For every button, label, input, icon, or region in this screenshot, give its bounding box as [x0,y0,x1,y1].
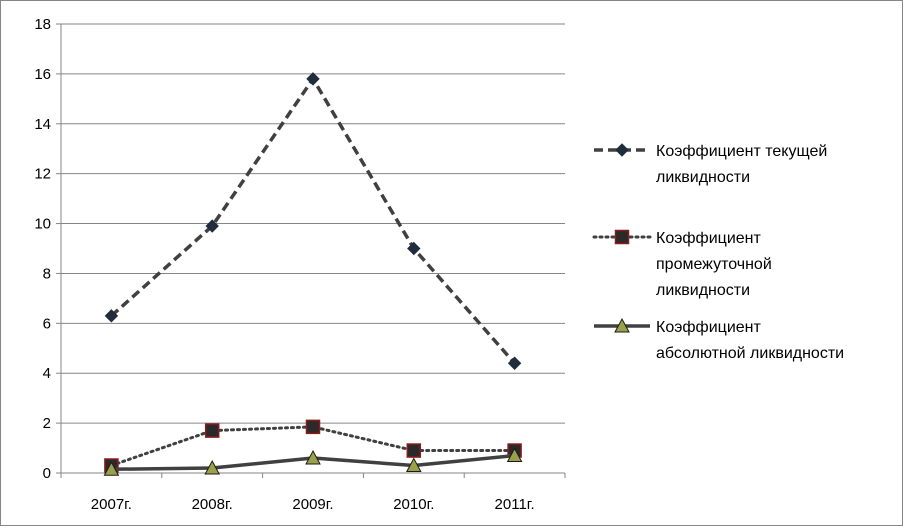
x-tick-label: 2009г. [292,496,333,513]
series-line-2 [109,425,517,468]
legend-marker-2 [614,229,630,245]
data-point-3 [103,461,120,476]
y-tick-label: 0 [43,465,51,482]
x-tick-label: 2011г. [495,496,535,513]
legend-label-2: промежуточной [656,256,772,273]
data-point-1 [306,72,320,86]
x-tick-label: 2007г. [91,496,132,513]
data-point-3 [405,457,422,473]
legend-label-3: абсолютной ликвидности [656,345,844,362]
y-tick-label: 10 [34,216,51,233]
y-tick-label: 8 [43,265,51,282]
legend-marker-3 [614,317,630,333]
legend-marker-1 [615,143,629,157]
x-tick-label: 2010г. [393,496,434,513]
y-tick-label: 16 [34,66,51,83]
data-point-2 [305,419,321,435]
data-point-2 [204,423,220,438]
data-point-3 [305,449,321,465]
data-point-1 [407,241,421,256]
y-tick-label: 14 [34,116,51,133]
data-point-1 [104,309,119,323]
data-point-3 [506,447,523,463]
legend-label-3: Коэффициент [656,319,761,336]
y-tick-label: 6 [43,315,51,332]
y-tick-label: 2 [43,415,51,432]
data-point-2 [406,443,422,458]
x-tick-label: 2008г. [192,496,233,513]
data-point-3 [204,459,221,475]
data-point-1 [507,356,522,370]
legend-label-1: Коэффициент текущей [656,143,827,160]
y-tick-label: 18 [34,16,51,33]
legend-label-2: Коэффициент [656,230,761,247]
series-line-1 [110,77,516,365]
data-point-1 [205,219,219,233]
legend-label-2: ликвидности [656,282,750,299]
y-tick-label: 4 [43,365,51,382]
y-tick-label: 12 [34,166,51,183]
legend-label-1: ликвидности [656,169,750,186]
